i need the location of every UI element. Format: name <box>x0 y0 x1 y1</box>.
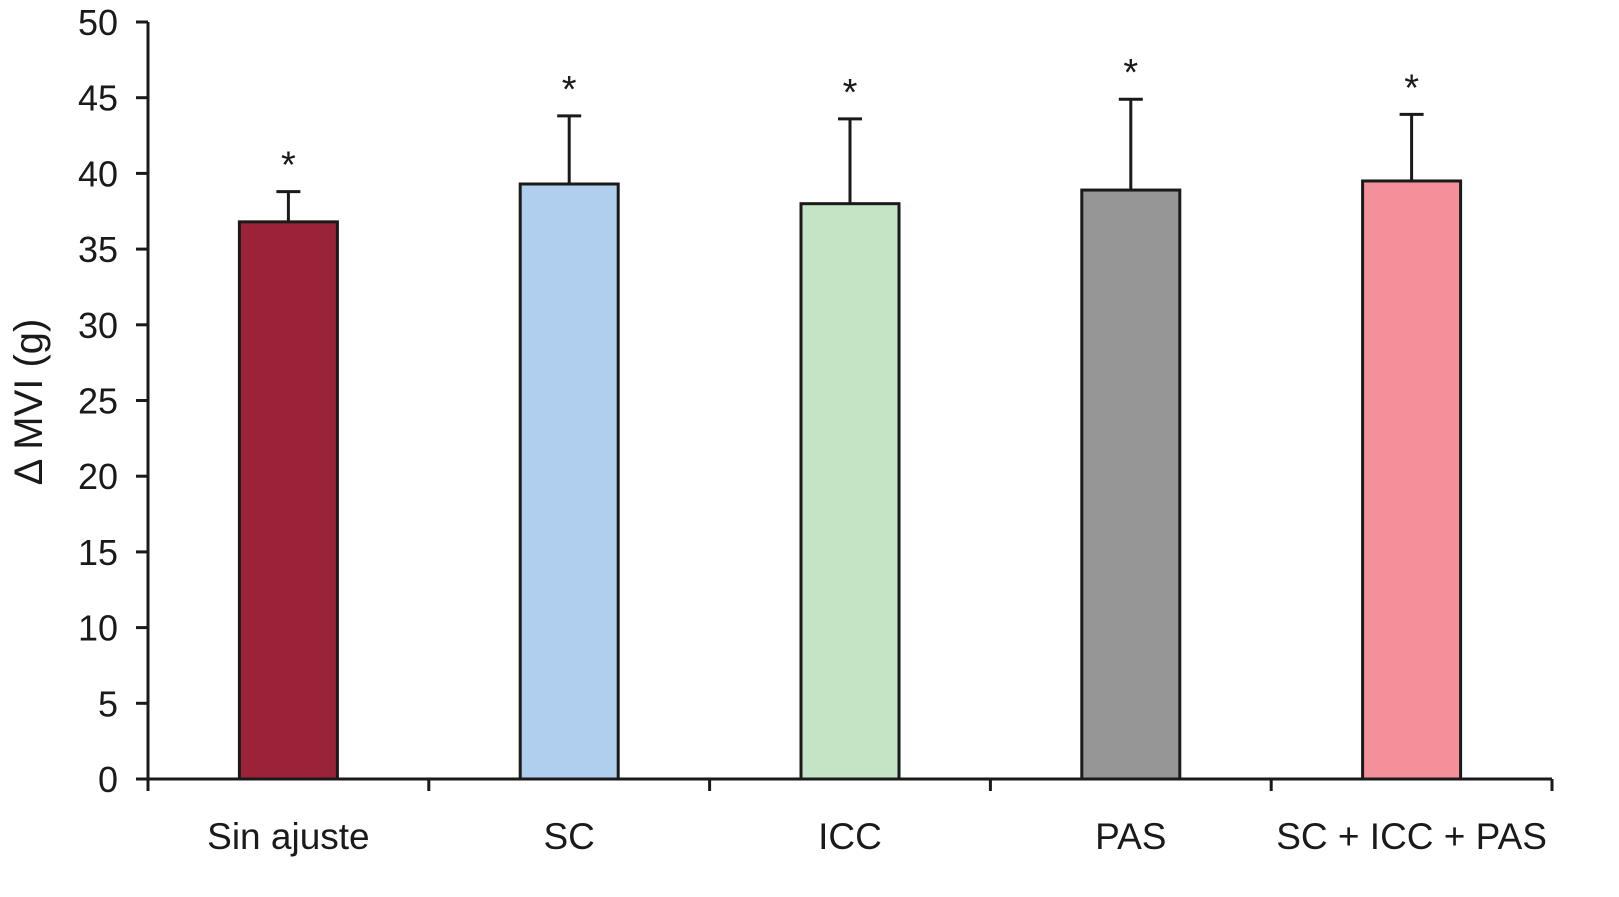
y-tick-label: 40 <box>78 153 118 194</box>
y-tick-label: 30 <box>78 305 118 346</box>
significance-marker-4: * <box>1404 67 1419 109</box>
bars-group <box>237 179 1463 781</box>
x-ticks-group: Sin ajuste SC ICC PAS SC + ICC + PAS <box>146 779 1554 857</box>
y-tick-label: 20 <box>78 456 118 497</box>
x-category-label-2: ICC <box>818 816 882 857</box>
x-category-label-4: SC + ICC + PAS <box>1276 816 1547 857</box>
y-ticks-group: 0 5 10 15 20 25 30 35 40 45 50 <box>78 2 148 800</box>
bar-0 <box>237 220 339 781</box>
y-tick-label: 10 <box>78 608 118 649</box>
significance-marker-0: * <box>281 145 296 187</box>
y-tick-label: 50 <box>78 2 118 43</box>
significance-marker-1: * <box>562 69 577 111</box>
error-bars-group <box>276 97 1424 222</box>
significance-marker-2: * <box>843 72 858 114</box>
bar-3 <box>1080 188 1182 781</box>
significance-marker-3: * <box>1123 52 1138 94</box>
y-tick-label: 0 <box>98 759 118 800</box>
y-tick-label: 5 <box>98 683 118 724</box>
bar-4 <box>1361 179 1463 781</box>
x-category-label-0: Sin ajuste <box>207 816 370 857</box>
x-category-label-1: SC <box>543 816 594 857</box>
bar-2 <box>799 202 901 781</box>
y-tick-label: 15 <box>78 532 118 573</box>
y-tick-label: 45 <box>78 78 118 119</box>
x-category-label-3: PAS <box>1095 816 1166 857</box>
y-axis-title: Δ MVI (g) <box>7 319 51 486</box>
annotations-group: * * * * * <box>281 52 1419 186</box>
bar-1 <box>518 182 620 781</box>
y-tick-label: 25 <box>78 381 118 422</box>
y-tick-label: 35 <box>78 229 118 270</box>
